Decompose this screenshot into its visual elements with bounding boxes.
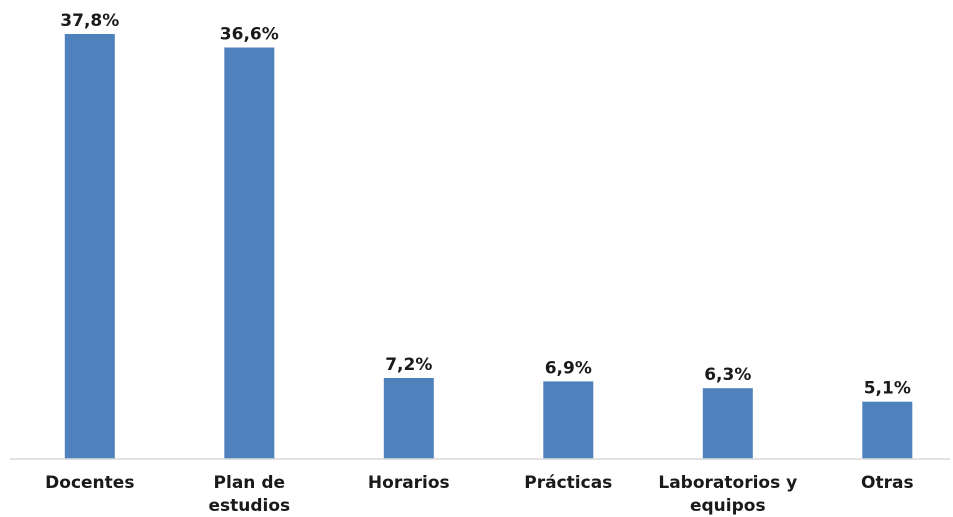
- data-labels-group: 37,8% 36,6% 7,2% 6,9% 6,3% 5,1%: [60, 11, 911, 399]
- category-label-4-line-0: Laboratorios y: [658, 473, 797, 493]
- category-label-0: Docentes: [45, 473, 134, 493]
- category-labels-group: Docentes Plan de estudios Horarios Prácticas…: [45, 473, 913, 516]
- data-label-5: 5,1%: [864, 379, 911, 399]
- bar-2: [384, 378, 434, 459]
- category-label-3: Prácticas: [524, 473, 612, 493]
- bar-3: [543, 381, 593, 459]
- data-label-1: 36,6%: [220, 25, 279, 45]
- bar-0: [65, 34, 115, 459]
- category-label-2: Horarios: [368, 473, 450, 493]
- bars-group: [65, 34, 913, 459]
- category-label-4-line-1: equipos: [690, 496, 766, 516]
- data-label-2: 7,2%: [385, 355, 432, 375]
- category-label-5: Otras: [861, 473, 914, 493]
- data-label-4: 6,3%: [704, 365, 751, 385]
- category-label-1-line-0: Plan de: [214, 473, 285, 493]
- data-label-0: 37,8%: [60, 11, 119, 31]
- data-label-3: 6,9%: [545, 358, 592, 378]
- bar-1: [224, 48, 274, 460]
- bar-5: [862, 402, 912, 459]
- category-label-1-line-1: estudios: [208, 496, 290, 516]
- bar-4: [703, 388, 753, 459]
